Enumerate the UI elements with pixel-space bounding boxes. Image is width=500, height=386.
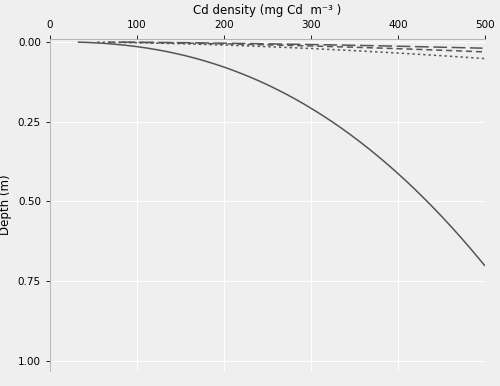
Y-axis label: Depth (m): Depth (m) bbox=[0, 174, 12, 235]
X-axis label: Cd density (mg Cd  m⁻³ ): Cd density (mg Cd m⁻³ ) bbox=[194, 4, 342, 17]
